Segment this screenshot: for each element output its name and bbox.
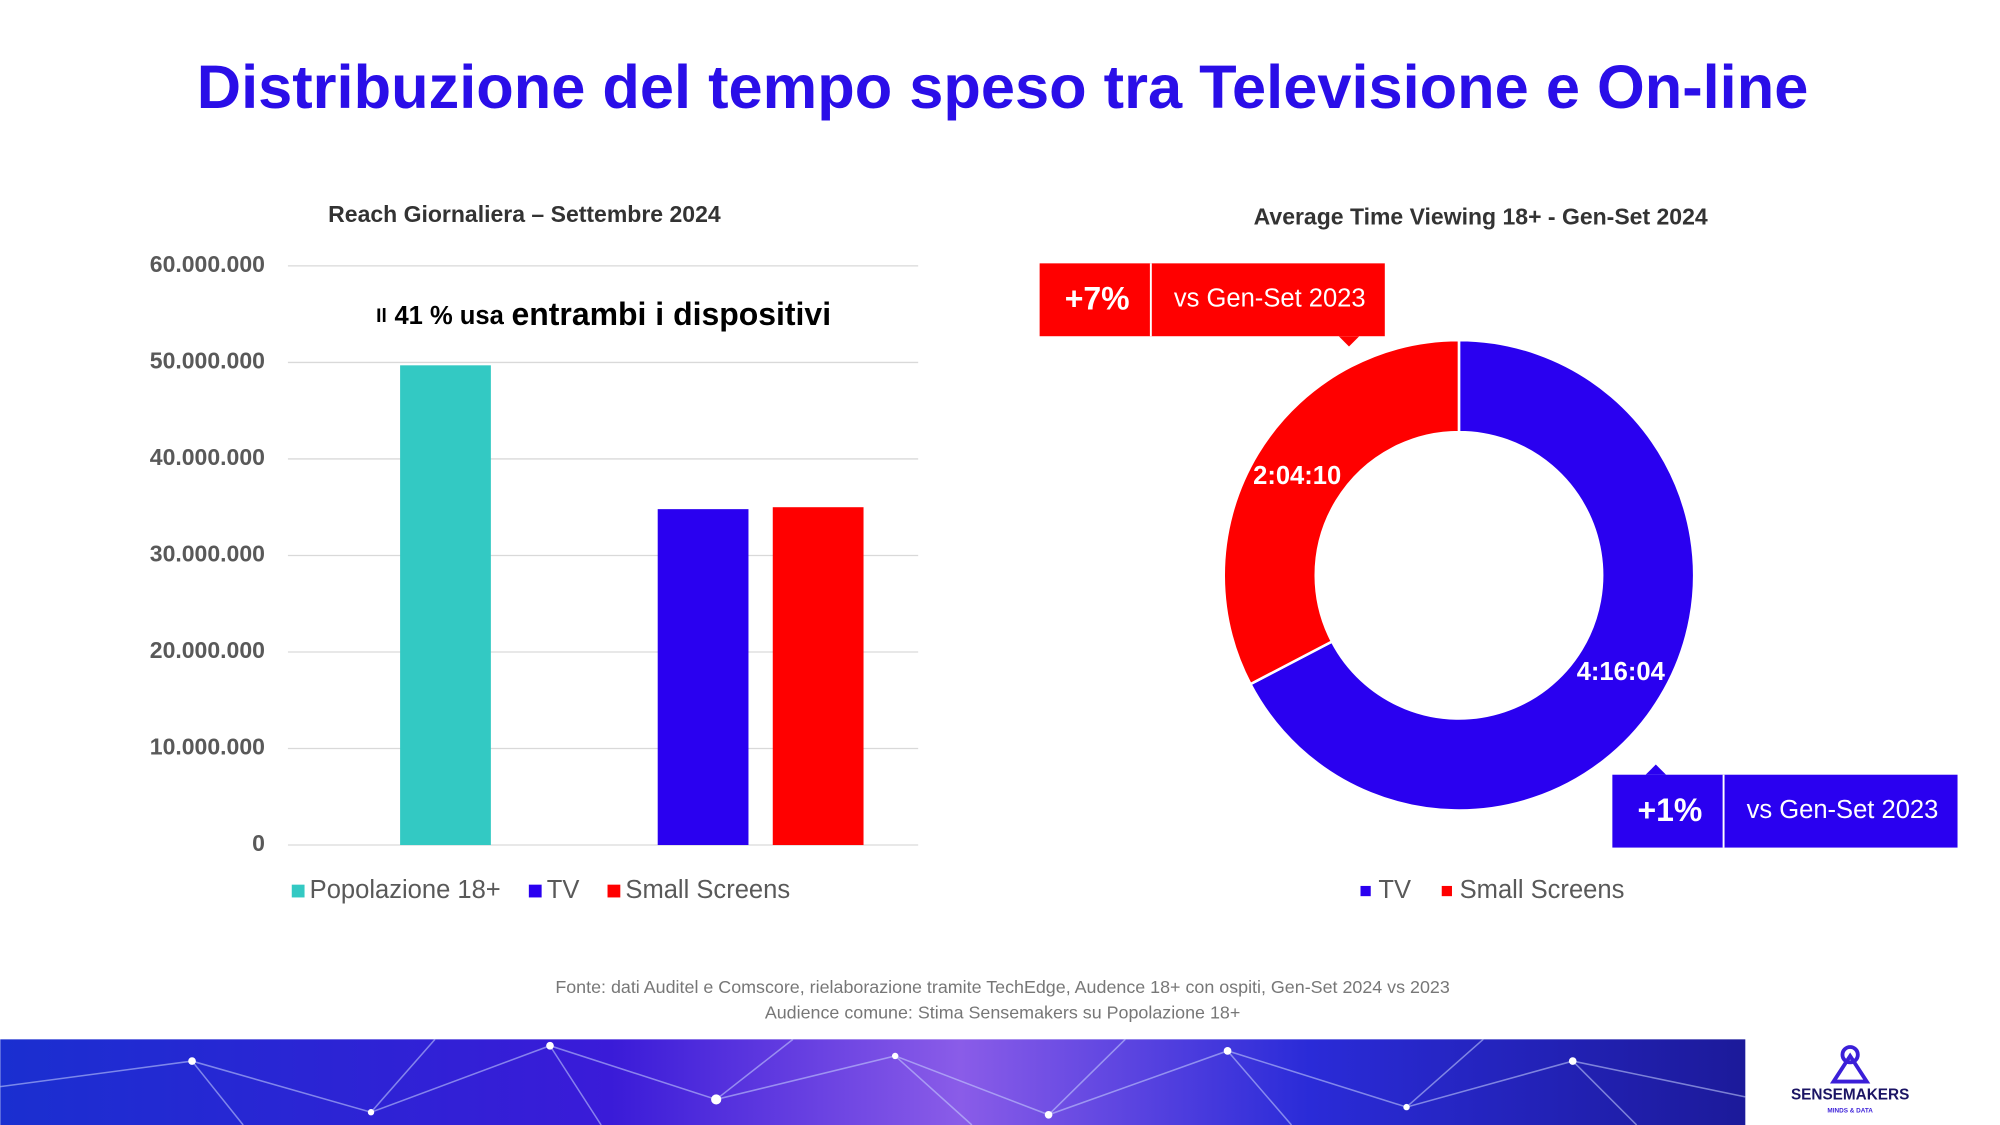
callout-box <box>1612 774 1958 848</box>
callout-label: vs Gen-Set 2023 <box>1747 796 1939 824</box>
legend-swatch <box>291 884 305 898</box>
legend-label: TV <box>1378 876 1411 904</box>
legend-swatch <box>1360 885 1371 897</box>
y-tick-label: 50.000.000 <box>150 348 265 374</box>
logo-icon <box>1829 1045 1871 1084</box>
chart-title: Average Time Viewing 18+ - Gen-Set 2024 <box>1254 204 1708 230</box>
callout-change: +1% <box>1637 792 1702 828</box>
footnote: Fonte: dati Auditel e Comscore, rielabor… <box>555 977 1450 997</box>
legend-label: Popolazione 18+ <box>310 876 501 904</box>
y-tick-label: 30.000.000 <box>150 541 265 567</box>
y-tick-label: 40.000.000 <box>150 444 265 470</box>
slide-title: Distribuzione del tempo speso tra Televi… <box>197 53 1809 122</box>
chart-title: Reach Giornaliera – Settembre 2024 <box>328 201 721 227</box>
y-tick-label: 10.000.000 <box>150 734 265 760</box>
callout-box <box>1039 263 1385 337</box>
legend-label: Small Screens <box>1460 876 1625 904</box>
y-tick-label: 60.000.000 <box>150 251 265 277</box>
donut-slice <box>1248 338 1696 812</box>
donut-slice <box>1222 338 1461 686</box>
callout-label: vs Gen-Set 2023 <box>1174 285 1366 313</box>
banner <box>0 1039 1746 1125</box>
logo-tagline: MINDS & DATA <box>1827 1108 1873 1115</box>
footnote: Audience comune: Stima Sensemakers su Po… <box>765 1002 1240 1022</box>
y-tick-label: 20.000.000 <box>150 637 265 663</box>
annotation-part: 41 % usa <box>394 302 504 330</box>
annotation-part: entrambi i dispositivi <box>511 296 831 332</box>
bar <box>772 507 864 846</box>
callout-pointer <box>1338 336 1360 347</box>
y-tick-label: 0 <box>252 830 265 856</box>
annotation-part: Il <box>376 306 387 327</box>
banner-nodes <box>188 1041 1577 1119</box>
logo-name: SENSEMAKERS <box>1791 1087 1909 1104</box>
callout-change: +7% <box>1065 281 1130 317</box>
legend-label: TV <box>547 876 580 904</box>
legend-label: Small Screens <box>625 876 790 904</box>
data-label: 2:04:10 <box>1253 462 1341 490</box>
callout-pointer <box>1645 764 1667 775</box>
annotation: Il 41 % usa entrambi i dispositivi <box>376 296 831 332</box>
legend-swatch <box>1441 885 1452 897</box>
data-label: 4:16:04 <box>1577 658 1666 686</box>
bar <box>657 509 749 846</box>
legend-swatch <box>528 884 542 898</box>
legend-swatch <box>607 884 621 898</box>
bar <box>400 365 491 846</box>
